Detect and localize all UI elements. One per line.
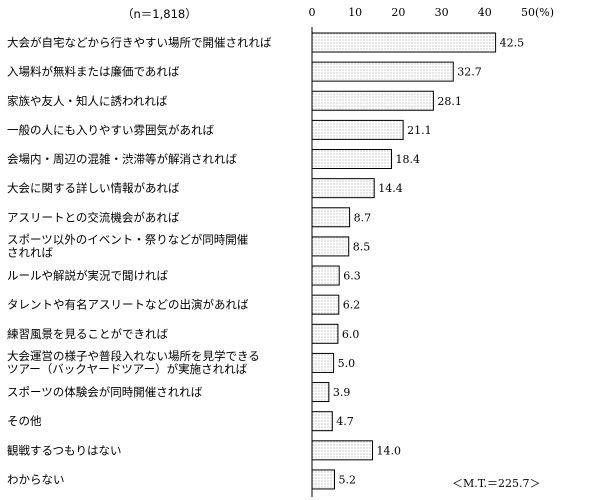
bar: [311, 178, 375, 199]
bar: [311, 32, 497, 53]
data-label: 3.9: [333, 386, 351, 399]
category-label: 入場料が無料または廉価であれば: [7, 65, 180, 79]
data-label: 42.5: [500, 37, 524, 50]
category-label: わからない: [7, 472, 65, 486]
category-label: スポーツ以外のイベント・祭りなどが同時開催されれば: [7, 232, 249, 259]
x-tick-label: 40: [478, 6, 492, 19]
category-label: アスリートとの交流機会があれば: [7, 210, 180, 224]
bar: [311, 469, 335, 490]
data-label: 8.7: [354, 211, 372, 224]
bar: [311, 236, 350, 257]
data-label: 5.0: [338, 357, 356, 370]
bar: [311, 149, 392, 170]
data-label: 28.1: [437, 95, 462, 108]
bar: [311, 61, 454, 82]
data-label: 6.3: [343, 270, 361, 283]
value-labels: 42.5 32.7 28.1 21.1 18.4 14.4 8.7 8.5 6.3 6.2 6.0 5…: [333, 37, 524, 487]
category-label: タレントや有名アスリートなどの出演があれば: [7, 298, 249, 312]
category-label: 家族や友人・知人に誘われれば: [7, 94, 168, 108]
bar: [311, 411, 333, 432]
category-labels: 大会が自宅などから行きやすい場所で開催されれば入場料が無料または廉価であれば家族…: [7, 36, 272, 487]
category-label: 大会運営の様子や普段入れない場所を見学できるツアー（バックヤードツアー）が実施さ…: [7, 349, 260, 376]
data-label: 4.7: [336, 415, 354, 428]
bar: [311, 119, 404, 140]
category-label: 大会に関する詳しい情報があれば: [7, 181, 180, 195]
category-label: 会場内・周辺の混雑・渋滞等が解消されれば: [7, 152, 237, 166]
x-tick-label: 50(%): [521, 6, 554, 19]
bar: [311, 382, 330, 403]
x-axis: 0 10 20 30 40 50(%): [309, 6, 555, 19]
data-label: 18.4: [395, 153, 420, 166]
sample-size-note: （n＝1,818）: [122, 7, 197, 21]
x-tick-label: 0: [309, 6, 316, 19]
data-label: 6.0: [342, 328, 360, 341]
bar: [311, 207, 351, 228]
bar: [311, 294, 340, 315]
bar: [311, 440, 373, 461]
category-label: 一般の人にも入りやすい雰囲気があれば: [7, 123, 214, 137]
bar: [311, 90, 434, 111]
category-label: 大会が自宅などから行きやすい場所で開催されれば: [7, 36, 272, 50]
x-tick-label: 30: [435, 6, 449, 19]
bar: [311, 265, 340, 286]
data-label: 32.7: [457, 66, 482, 79]
data-label: 6.2: [343, 299, 361, 312]
category-label: その他: [7, 414, 42, 428]
data-label: 5.2: [338, 473, 356, 486]
x-tick-label: 20: [391, 6, 405, 19]
mean-total-annotation: ＜M.T.＝225.7＞: [452, 477, 540, 490]
x-tick-label: 10: [348, 6, 362, 19]
bar: [311, 323, 339, 344]
data-label: 21.1: [407, 124, 432, 137]
data-label: 14.0: [376, 444, 401, 457]
category-label: ルールや解説が実況で聞ければ: [7, 269, 168, 283]
category-label: 練習風景を見ることができれば: [7, 327, 168, 341]
data-label: 8.5: [353, 240, 371, 253]
category-label: スポーツの体験会が同時開催されれば: [7, 385, 203, 399]
data-label: 14.4: [378, 182, 403, 195]
category-label: 観戦するつもりはない: [7, 443, 122, 457]
bar: [311, 352, 335, 373]
